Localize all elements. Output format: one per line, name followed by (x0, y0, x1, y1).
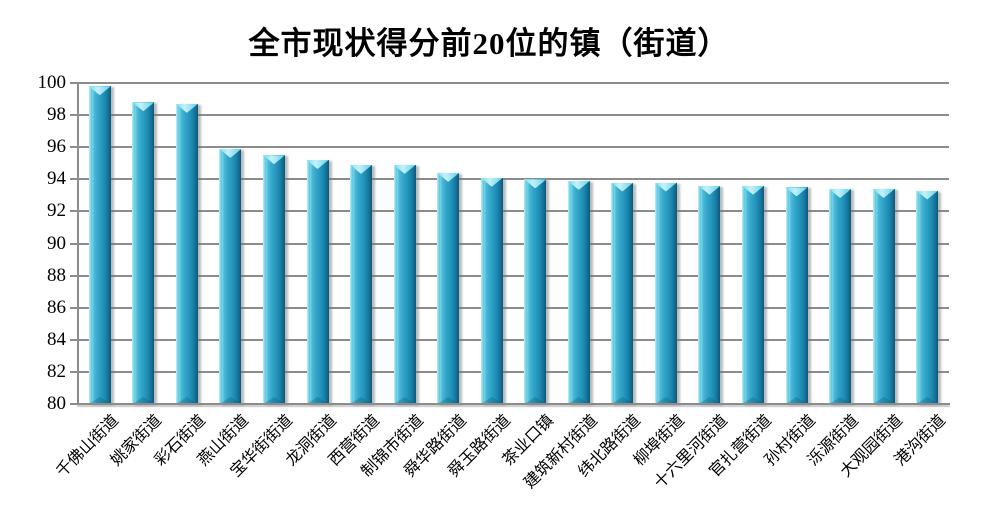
bar (262, 155, 285, 404)
y-axis-tick (70, 114, 78, 117)
gridline (78, 210, 949, 213)
bar (872, 188, 895, 404)
bar (393, 164, 416, 404)
bar (306, 160, 329, 404)
bar (916, 190, 939, 404)
bar (524, 179, 547, 404)
bar (829, 188, 852, 404)
gridline (78, 338, 949, 341)
y-axis-tick (70, 210, 78, 213)
bar (742, 185, 765, 404)
y-axis-tick (70, 338, 78, 341)
x-axis-line (77, 403, 950, 405)
y-axis-tick (70, 242, 78, 245)
gridline (78, 242, 949, 245)
gridline (78, 306, 949, 309)
y-axis-tick (70, 82, 78, 84)
bar (88, 86, 111, 404)
y-axis-tick (70, 146, 78, 149)
bar (350, 164, 373, 404)
y-axis-tick-label: 80 (47, 393, 66, 414)
bar (785, 187, 808, 404)
chart-title: 全市现状得分前20位的镇（街道） (248, 26, 730, 61)
y-axis-tick-label: 92 (47, 200, 66, 222)
bar (698, 185, 721, 404)
y-axis-tick-label: 86 (47, 296, 66, 318)
y-axis-tick (70, 403, 78, 405)
bar (219, 148, 242, 404)
y-axis-tick-label: 100 (37, 72, 67, 93)
gridline (78, 146, 949, 149)
x-axis-label: 千佛山街道 (53, 412, 122, 481)
gridline (78, 370, 949, 373)
bar (611, 182, 634, 404)
y-axis-tick-label: 94 (47, 168, 66, 190)
gridline (78, 178, 949, 181)
y-axis-tick-label: 88 (47, 264, 66, 286)
bar (480, 177, 503, 404)
y-axis-tick (70, 306, 78, 309)
gridline (78, 114, 949, 117)
plot-area (78, 82, 949, 404)
gridline (78, 82, 949, 84)
y-axis-tick (70, 274, 78, 277)
y-axis-tick-label: 98 (47, 104, 66, 126)
y-axis-tick-label: 90 (47, 232, 66, 254)
y-axis-tick (70, 178, 78, 181)
y-axis-tick (70, 370, 78, 373)
bar (654, 182, 677, 404)
bar (437, 172, 460, 404)
gridline (78, 274, 949, 277)
bar (567, 180, 590, 404)
bar (175, 103, 198, 404)
y-axis-tick-label: 96 (47, 136, 66, 158)
bar (132, 102, 155, 404)
y-axis-tick-label: 82 (47, 360, 66, 382)
y-axis-tick-label: 84 (47, 328, 66, 350)
